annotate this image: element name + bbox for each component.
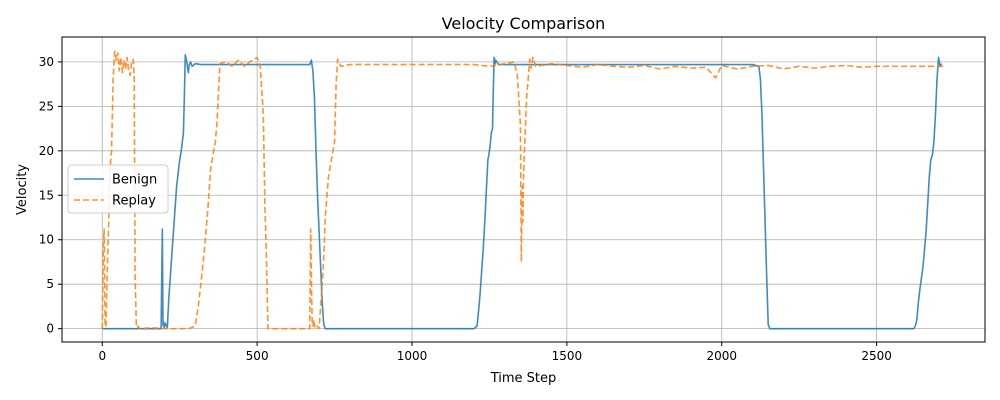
x-tick-label: 0	[98, 349, 106, 363]
x-tick-label: 2500	[861, 349, 892, 363]
y-tick-label: 15	[39, 188, 54, 202]
series-lines	[101, 50, 945, 330]
y-tick-label: 25	[39, 99, 54, 113]
axis-ticks: 0 500 1000 1500 2000 2500 0 5 10 15 20 25 30	[39, 55, 892, 363]
series-line-benign	[102, 53, 943, 330]
y-tick-label: 30	[39, 55, 54, 69]
x-tick-label: 1000	[397, 349, 428, 363]
y-tick-label: 5	[46, 277, 54, 291]
x-axis-label: Time Step	[490, 371, 557, 386]
legend-box	[67, 164, 169, 214]
series-line-replay	[101, 50, 945, 330]
plot-frame	[61, 36, 986, 343]
y-axis-label: Velocity	[15, 164, 30, 215]
x-tick-label: 500	[246, 349, 269, 363]
x-tick-label: 1500	[552, 349, 583, 363]
legend-label-replay: Replay	[112, 194, 156, 209]
chart-title: Velocity Comparison	[442, 14, 606, 33]
legend: Benign Replay	[67, 164, 169, 214]
legend-label-benign: Benign	[112, 173, 157, 188]
y-tick-label: 10	[39, 233, 54, 247]
y-tick-label: 0	[46, 322, 54, 336]
x-tick-label: 2000	[706, 349, 737, 363]
y-tick-label: 20	[39, 144, 54, 158]
